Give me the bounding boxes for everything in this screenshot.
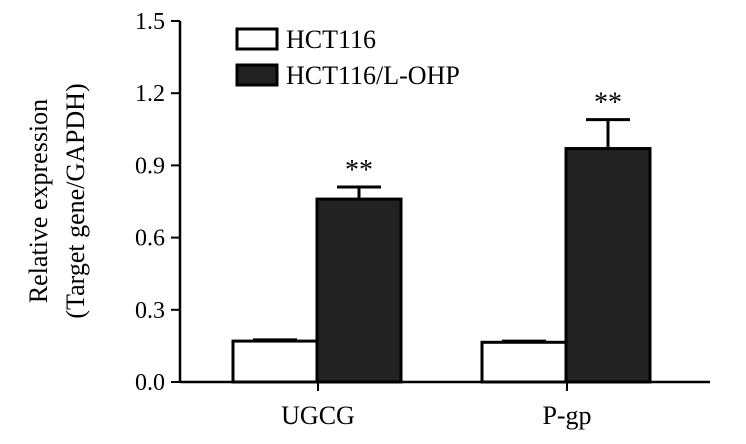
x-tick-label: P-gp xyxy=(542,401,591,430)
y-tick-label: 0.0 xyxy=(135,370,165,396)
legend-label: HCT116/L-OHP xyxy=(286,61,460,90)
x-tick-label: UGCG xyxy=(281,401,355,430)
legend-swatch xyxy=(235,27,279,51)
legend-swatch xyxy=(235,63,279,87)
significance-marker: ** xyxy=(345,155,373,186)
y-tick-label: 1.5 xyxy=(135,9,165,35)
significance-marker: ** xyxy=(594,88,622,119)
y-tick-label: 1.2 xyxy=(135,81,165,107)
legend: HCT116 HCT116/L-OHP xyxy=(235,25,460,90)
y-axis-title: Relative expression (Target gene/GAPDH) xyxy=(24,83,90,318)
y-tick-label: 0.9 xyxy=(135,153,165,179)
bar-hct116 xyxy=(231,339,319,384)
bars: ** ** xyxy=(231,88,652,384)
bar-hct116 xyxy=(480,340,568,384)
y-tick-label: 0.6 xyxy=(135,226,165,252)
legend-label: HCT116 xyxy=(286,25,376,54)
y-tick-label: 0.3 xyxy=(135,298,165,324)
y-axis-title-line-2: (Target gene/GAPDH) xyxy=(61,83,90,318)
bar-hct116-l-ohp xyxy=(564,147,652,384)
axes: 0.0 0.3 0.6 0.9 1.2 1.5 UGCG P-gp xyxy=(135,9,710,430)
bar-hct116-l-ohp xyxy=(315,197,403,384)
y-axis-title-line-1: Relative expression xyxy=(24,99,53,303)
